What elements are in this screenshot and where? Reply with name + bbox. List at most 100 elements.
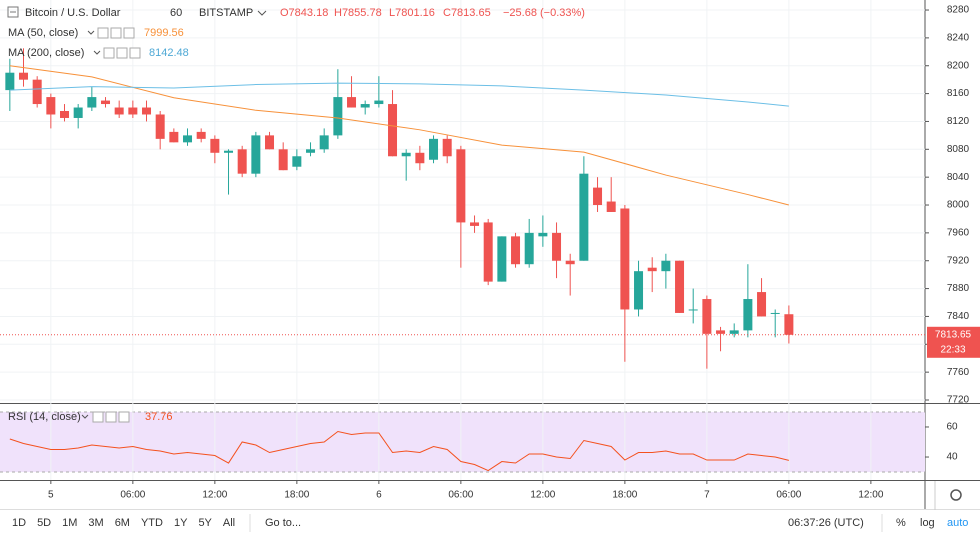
candle-body — [511, 236, 521, 265]
range-button[interactable]: 3M — [88, 517, 103, 529]
candle-body — [142, 107, 152, 115]
collapse-icon[interactable] — [7, 6, 19, 18]
candle-body — [757, 292, 767, 317]
rsi-icons[interactable] — [92, 411, 130, 423]
dropdown-icon[interactable] — [257, 10, 267, 16]
y-tick-label: 8080 — [947, 144, 970, 155]
candle-body — [128, 107, 138, 115]
dropdown-icon[interactable] — [81, 414, 89, 419]
candle-body — [319, 135, 329, 150]
x-tick-label: 18:00 — [284, 490, 309, 501]
candle-body — [5, 72, 15, 91]
rsi-label: RSI (14, close) — [8, 411, 81, 423]
candle-body — [360, 104, 370, 108]
y-tick-label: 8160 — [947, 88, 970, 99]
y-tick-label: 7720 — [947, 395, 970, 406]
range-button[interactable]: 1Y — [174, 517, 188, 529]
candle-body — [634, 271, 644, 310]
candle-body — [60, 111, 70, 118]
range-button[interactable]: 5D — [37, 517, 51, 529]
moving-average-line — [9, 82, 789, 107]
x-tick-label: 6 — [376, 490, 382, 501]
candle-body — [579, 173, 589, 261]
log-toggle[interactable]: log — [920, 517, 935, 529]
ma50-value: 7999.56 — [144, 27, 184, 39]
range-button[interactable]: 6M — [115, 517, 130, 529]
x-tick-label: 18:00 — [612, 490, 637, 501]
candle-body — [292, 156, 302, 167]
candle-body — [388, 104, 398, 157]
candle-body — [524, 232, 534, 265]
y-tick-label: 7920 — [947, 255, 970, 266]
symbol: Bitcoin / U.S. Dollar — [25, 7, 121, 19]
interval: 60 — [170, 7, 182, 19]
candle-body — [675, 260, 685, 313]
candle-body — [19, 72, 29, 80]
candle-body — [87, 97, 97, 108]
range-button[interactable]: All — [223, 517, 235, 529]
candle-body — [114, 107, 124, 115]
plot — [0, 48, 925, 472]
ma200-icons[interactable] — [103, 47, 141, 59]
candle-body — [647, 267, 657, 272]
y-tick-label: 40 — [946, 452, 958, 463]
candle-body — [265, 135, 275, 150]
candle-body — [46, 97, 56, 115]
x-tick-label: 06:00 — [120, 490, 145, 501]
ohlc-high: H7855.78 — [334, 7, 382, 19]
candle-body — [620, 208, 630, 310]
candle-body — [32, 79, 42, 105]
exchange: BITSTAMP — [199, 7, 253, 19]
candle-body — [593, 187, 603, 206]
y-tick-label: 8200 — [947, 60, 970, 71]
candle-body — [716, 330, 726, 334]
y-tick-label: 8040 — [947, 172, 970, 183]
candle-body — [497, 236, 507, 282]
y-tick-label: 8000 — [947, 200, 970, 211]
range-button[interactable]: YTD — [141, 517, 163, 529]
y-tick-label: 8240 — [947, 33, 970, 44]
ohlc-low: L7801.16 — [389, 7, 435, 19]
candle-body — [770, 312, 780, 314]
candle-body — [374, 100, 384, 105]
candle-body — [743, 299, 753, 331]
goto-button[interactable]: Go to... — [265, 517, 301, 529]
range-button[interactable]: 5Y — [198, 517, 212, 529]
rsi-band — [0, 411, 925, 473]
candle-body — [401, 152, 411, 157]
ma50-icons[interactable] — [97, 27, 135, 39]
candle-body — [688, 309, 698, 311]
price-tag — [927, 326, 980, 358]
candle-body — [278, 149, 288, 171]
candle-body — [196, 131, 206, 139]
auto-toggle[interactable]: auto — [947, 517, 968, 529]
percent-toggle[interactable]: % — [896, 517, 906, 529]
candle-body — [210, 138, 220, 153]
y-tick-label: 7840 — [947, 311, 970, 322]
candle-body — [73, 107, 83, 118]
candle-body — [470, 222, 480, 226]
ma50-label: MA (50, close) — [8, 27, 78, 39]
x-tick-label: 12:00 — [530, 490, 555, 501]
x-tick-label: 7 — [704, 490, 710, 501]
candle-body — [237, 149, 247, 174]
candle-body — [306, 149, 316, 153]
dropdown-icon[interactable] — [87, 30, 95, 35]
candle-body — [483, 222, 493, 282]
y-tick-label: 7880 — [947, 283, 970, 294]
candle-body — [169, 131, 179, 143]
ma200-value: 8142.48 — [149, 47, 189, 59]
dropdown-icon[interactable] — [93, 50, 101, 55]
candle-body — [442, 138, 452, 157]
x-tick-label: 12:00 — [858, 490, 883, 501]
candle-body — [347, 97, 357, 108]
ma200-label: MA (200, close) — [8, 47, 84, 59]
candle-body — [565, 260, 575, 265]
rsi-value: 37.76 — [145, 411, 173, 423]
candle-body — [456, 149, 466, 223]
range-button[interactable]: 1D — [12, 517, 26, 529]
settings-icon[interactable] — [950, 489, 962, 501]
candle-body — [552, 232, 562, 261]
x-tick-label: 12:00 — [202, 490, 227, 501]
range-button[interactable]: 1M — [62, 517, 77, 529]
